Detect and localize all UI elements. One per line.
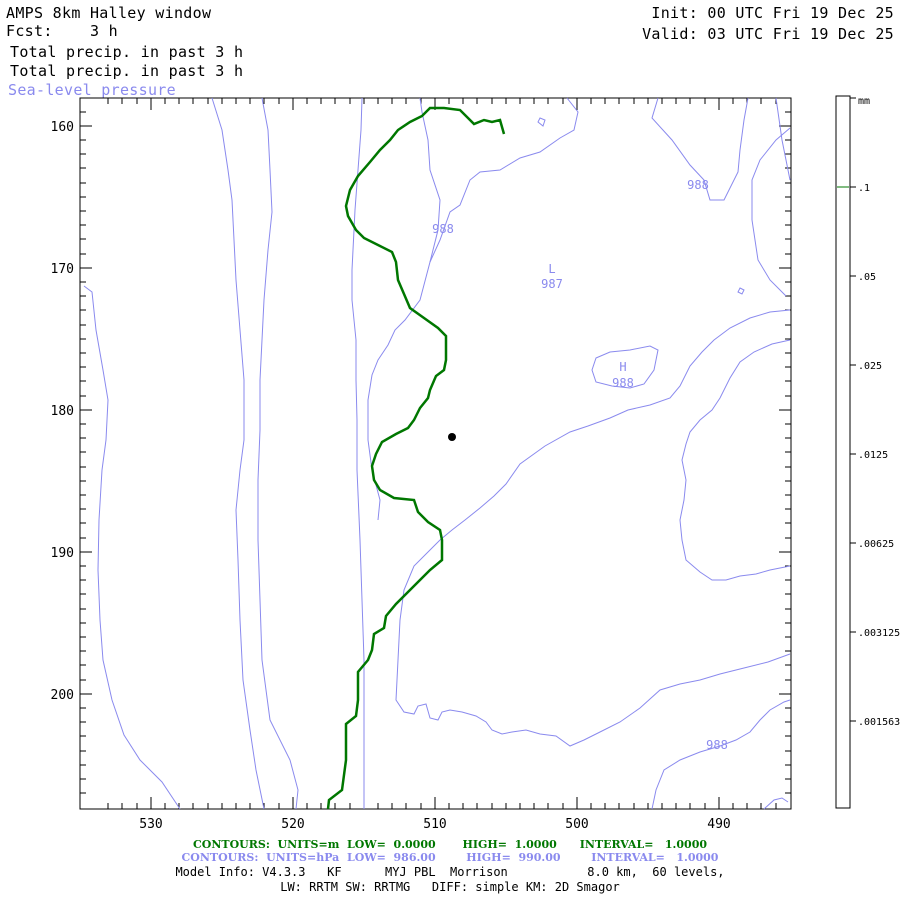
y-tick-label: 190	[51, 546, 74, 561]
y-tick-label: 160	[51, 120, 74, 135]
low-pressure-symbol: L	[548, 262, 555, 276]
pressure-contours	[83, 97, 791, 810]
colorbar-label: .0125	[858, 450, 888, 461]
y-tick-label: 170	[51, 262, 74, 277]
high-pressure-value: 988	[612, 376, 634, 390]
isobar-line	[737, 287, 745, 295]
station-marker	[448, 433, 456, 441]
x-ticks	[107, 98, 777, 809]
high-pressure-symbol: H	[619, 360, 626, 374]
colorbar-ticks	[850, 97, 856, 722]
colorbar-label: .05	[858, 272, 876, 283]
isobar-line	[591, 345, 659, 389]
precip-contour	[326, 106, 506, 810]
plot-frame	[79, 97, 792, 810]
colorbar-label: .025	[858, 361, 882, 372]
colorbar-label: .1	[858, 183, 870, 194]
x-tick-label: 490	[707, 817, 730, 832]
x-tick-label: 500	[565, 817, 588, 832]
isobar-line	[351, 97, 365, 809]
colorbar-unit: mm	[858, 96, 870, 107]
field-label-2: Total precip. in past 3 h	[10, 62, 244, 80]
isobar-line	[763, 797, 789, 810]
colorbar-label: .003125	[858, 628, 900, 639]
model-info-line2: LW: RRTM SW: RRTMG DIFF: simple KM: 2D S…	[280, 880, 620, 894]
isobar-line	[83, 285, 181, 810]
field-label-1: Total precip. in past 3 h	[10, 43, 244, 61]
y-major-ticks	[80, 125, 791, 695]
forecast-hour: Fcst: 3 h	[6, 22, 118, 40]
isobar-line	[429, 97, 579, 263]
isobar-line	[775, 97, 791, 181]
y-tick-label: 180	[51, 404, 74, 419]
init-time: Init: 00 UTC Fri 19 Dec 25	[651, 4, 894, 22]
isobar-line	[651, 699, 791, 810]
isobar-line	[257, 97, 299, 810]
isobar-line	[679, 339, 791, 581]
x-tick-label: 510	[423, 817, 446, 832]
field-label-3: Sea-level pressure	[8, 81, 176, 99]
valid-time: Valid: 03 UTC Fri 19 Dec 25	[642, 25, 894, 43]
precip-contour-info: CONTOURS: UNITS=m LOW= 0.0000 HIGH= 1.00…	[193, 838, 707, 851]
isobar-label: 988	[687, 178, 709, 192]
isobar-label: 988	[432, 222, 454, 236]
y-tick-label: 200	[51, 688, 74, 703]
colorbar-frame	[835, 95, 851, 809]
isobar-line	[537, 117, 546, 127]
colorbar-label: .001563	[858, 717, 900, 728]
isobar-label: 988	[706, 738, 728, 752]
isobar-line	[367, 97, 441, 521]
isobar-line	[211, 97, 265, 810]
x-tick-label: 530	[139, 817, 162, 832]
model-info-line1: Model Info: V4.3.3 KF MYJ PBL Morrison 8…	[175, 865, 725, 879]
isobar-line	[751, 127, 791, 297]
x-tick-label: 520	[281, 817, 304, 832]
isobar-line	[651, 97, 749, 201]
colorbar-label: .00625	[858, 539, 894, 550]
pressure-contour-info: CONTOURS: UNITS=hPa LOW= 986.00 HIGH= 99…	[181, 851, 719, 864]
map-title: AMPS 8km Halley window	[6, 4, 212, 22]
low-pressure-value: 987	[541, 277, 563, 291]
isobar-line	[395, 309, 791, 747]
